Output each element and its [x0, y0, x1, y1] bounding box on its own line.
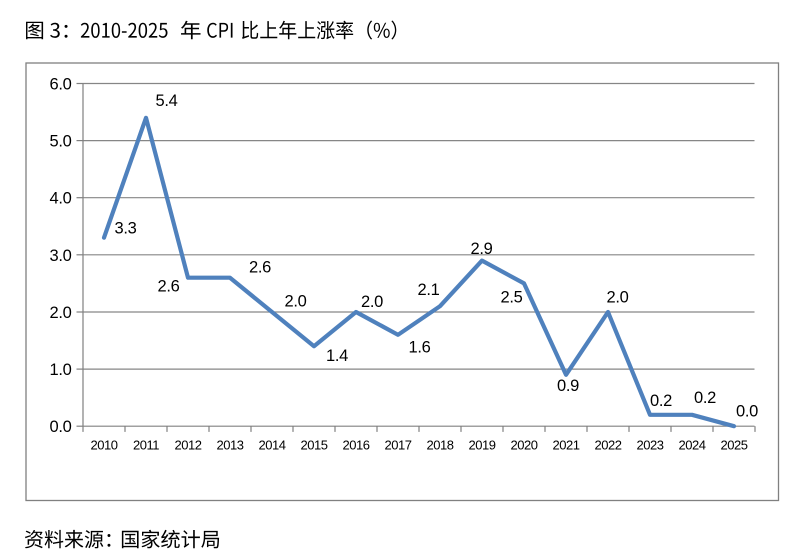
svg-text:5.4: 5.4 — [155, 92, 177, 110]
svg-text:2020: 2020 — [511, 437, 538, 452]
svg-text:2.0: 2.0 — [284, 293, 306, 311]
svg-text:0.0: 0.0 — [49, 418, 71, 436]
svg-text:2013: 2013 — [217, 437, 244, 452]
svg-text:1.4: 1.4 — [326, 347, 348, 365]
svg-text:4.0: 4.0 — [49, 190, 71, 208]
svg-text:2016: 2016 — [343, 437, 370, 452]
svg-text:2.6: 2.6 — [249, 258, 271, 276]
svg-text:2.9: 2.9 — [470, 240, 492, 258]
svg-text:2010: 2010 — [91, 437, 118, 452]
svg-text:2019: 2019 — [469, 437, 496, 452]
svg-text:2.5: 2.5 — [500, 289, 522, 307]
svg-text:2012: 2012 — [175, 437, 202, 452]
svg-text:2.0: 2.0 — [606, 289, 628, 307]
svg-text:2011: 2011 — [133, 437, 159, 452]
svg-text:3.0: 3.0 — [49, 247, 71, 265]
svg-text:2025: 2025 — [721, 437, 748, 452]
svg-text:6.0: 6.0 — [49, 76, 71, 94]
svg-text:0.2: 0.2 — [694, 389, 716, 407]
svg-text:2015: 2015 — [301, 437, 328, 452]
svg-text:2.0: 2.0 — [49, 304, 71, 322]
svg-text:5.0: 5.0 — [49, 133, 71, 151]
svg-text:2022: 2022 — [595, 437, 622, 452]
svg-text:2014: 2014 — [259, 437, 286, 452]
svg-text:2.6: 2.6 — [157, 278, 179, 296]
svg-text:0.2: 0.2 — [650, 392, 672, 410]
svg-text:2017: 2017 — [385, 437, 412, 452]
svg-text:0.9: 0.9 — [557, 377, 579, 395]
svg-text:2023: 2023 — [637, 437, 664, 452]
svg-text:2018: 2018 — [427, 437, 454, 452]
svg-text:1.0: 1.0 — [49, 361, 71, 379]
svg-text:2021: 2021 — [553, 437, 580, 452]
svg-text:0.0: 0.0 — [736, 403, 758, 421]
svg-text:2.0: 2.0 — [361, 293, 383, 311]
svg-text:1.6: 1.6 — [408, 339, 430, 357]
svg-text:2.1: 2.1 — [417, 281, 439, 299]
svg-text:3.3: 3.3 — [114, 219, 136, 237]
svg-text:2024: 2024 — [679, 437, 706, 452]
